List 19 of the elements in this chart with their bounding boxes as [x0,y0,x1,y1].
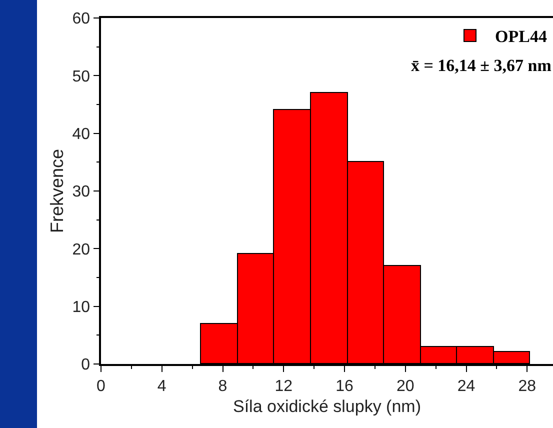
x-tick-label: 12 [274,378,293,395]
y-tick-label: 20 [72,241,90,258]
y-tick-label: 60 [72,10,90,28]
legend-label: OPL44 [495,27,548,46]
x-tick-label: 16 [336,378,354,395]
annotation: x̄ = 16,14 ± 3,67 nm [411,56,552,75]
y-axis-title: Frekvence [46,148,67,234]
x-tick-label: 28 [518,378,536,395]
x-tick-label: 4 [157,378,166,395]
y-tick-label: 50 [72,68,90,86]
y-tick-label: 0 [81,356,90,374]
y-tick-label: 30 [72,184,90,201]
x-tick-label: 0 [96,378,106,395]
x-axis-title: Síla oxidické slupky (nm) [232,396,422,416]
x-tick-label: 8 [218,378,228,395]
y-tick-label: 40 [72,126,90,143]
y-tick-label: 10 [72,298,90,316]
x-tick-label: 24 [457,378,476,395]
x-tick-label: 20 [396,378,414,395]
